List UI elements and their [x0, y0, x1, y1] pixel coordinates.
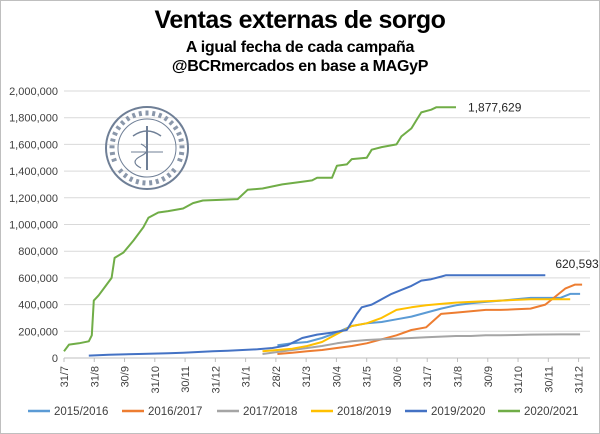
y-tick-label: 1,600,000: [9, 139, 58, 151]
logo-lettering: [151, 110, 156, 117]
logo-lettering: [128, 176, 134, 183]
logo-lettering: [170, 167, 177, 174]
logo-lettering: [157, 112, 163, 119]
logo-lettering: [176, 131, 182, 137]
logo-serpent: [134, 143, 148, 169]
x-tick-label: 31/10: [513, 366, 525, 394]
legend-entry: 2020/2021: [524, 406, 578, 418]
legend-entry: 2016/2017: [148, 406, 202, 418]
y-tick-label: 200,000: [18, 326, 58, 338]
series-line-2018-2019: [262, 298, 571, 353]
x-tick-label: 30/11: [543, 366, 555, 393]
logo-lettering: [178, 151, 185, 156]
logo-lettering: [160, 175, 166, 182]
logo-wings: [132, 130, 162, 137]
x-tick-label: 31/7: [422, 366, 434, 387]
y-tick-label: 0: [52, 353, 58, 365]
logo-lettering: [122, 172, 129, 179]
logo-lettering: [111, 157, 117, 163]
logo-lettering: [166, 172, 172, 179]
x-tick-label: 31/8: [453, 366, 465, 387]
logo-lettering: [110, 138, 116, 143]
x-tick-label: 30/9: [120, 366, 132, 387]
x-tick-label: 31/12: [210, 366, 222, 394]
series-line-2016-2017: [277, 283, 583, 355]
logo-lettering: [109, 151, 116, 156]
x-tick-label: 30/11: [180, 366, 192, 393]
series-line-2015-2016: [277, 292, 581, 347]
logo-lettering: [142, 180, 146, 186]
logo-lettering: [145, 110, 149, 116]
y-tick-label: 1,200,000: [9, 193, 58, 205]
y-tick-label: 1,400,000: [9, 166, 58, 178]
chart-subtitle: A igual fecha de cada campaña: [185, 39, 415, 56]
logo-lettering: [168, 119, 175, 126]
legend-entry: 2018/2019: [337, 406, 391, 418]
logo-lettering: [163, 115, 169, 122]
y-tick-label: 600,000: [18, 273, 58, 285]
logo-lettering: [138, 110, 143, 117]
y-tick-label: 1,800,000: [9, 113, 58, 125]
legend-entry: 2015/2016: [54, 406, 108, 418]
logo-outer-ring: [105, 106, 189, 190]
logo-lettering: [178, 138, 184, 143]
logo-lettering: [115, 125, 122, 131]
x-tick-label: 31/10: [150, 366, 162, 394]
x-tick-label: 31/5: [362, 366, 374, 387]
y-tick-label: 800,000: [18, 246, 58, 258]
y-tick-label: 2,000,000: [9, 86, 58, 98]
logo-lettering: [155, 178, 160, 185]
logo-lettering: [172, 125, 179, 131]
x-tick-label: 30/6: [392, 366, 404, 387]
x-tick-label: 31/1: [241, 366, 253, 387]
x-tick-label: 31/8: [89, 366, 101, 387]
logo-lettering: [177, 157, 183, 163]
x-tick-label: 30/9: [483, 366, 495, 387]
data-label: 1,877,629: [468, 100, 522, 114]
logo-lettering: [179, 145, 185, 149]
logo-lettering: [119, 119, 126, 126]
logo-inner-ring: [117, 118, 177, 178]
series-line-2019-2020: [88, 274, 546, 357]
logo-lettering: [135, 178, 140, 185]
legend-entry: 2017/2018: [243, 406, 297, 418]
y-tick-label: 400,000: [18, 300, 58, 312]
x-tick-label: 30/4: [331, 366, 343, 387]
logo-lettering: [148, 180, 153, 186]
data-label: 620,593: [555, 257, 599, 271]
x-tick-label: 31/3: [301, 366, 313, 387]
chart-title: Ventas externas de sorgo: [154, 6, 446, 34]
chart-source: @BCRmercados en base a MAGyP: [171, 58, 429, 75]
x-tick-label: 28/2: [271, 366, 283, 387]
y-tick-label: 1,000,000: [9, 220, 58, 232]
legend-entry: 2019/2020: [431, 406, 485, 418]
logo-lettering: [112, 131, 118, 137]
logo-lettering: [131, 112, 137, 119]
logo-lettering: [125, 115, 131, 122]
series-line-2017-2018: [262, 333, 581, 355]
x-tick-label: 31/7: [59, 366, 71, 387]
series-line-2020-2021: [63, 106, 456, 352]
logo-lettering: [117, 168, 124, 174]
bcr-logo: [105, 106, 189, 190]
x-tick-label: 31/12: [574, 366, 586, 394]
logo-lettering: [109, 145, 115, 149]
